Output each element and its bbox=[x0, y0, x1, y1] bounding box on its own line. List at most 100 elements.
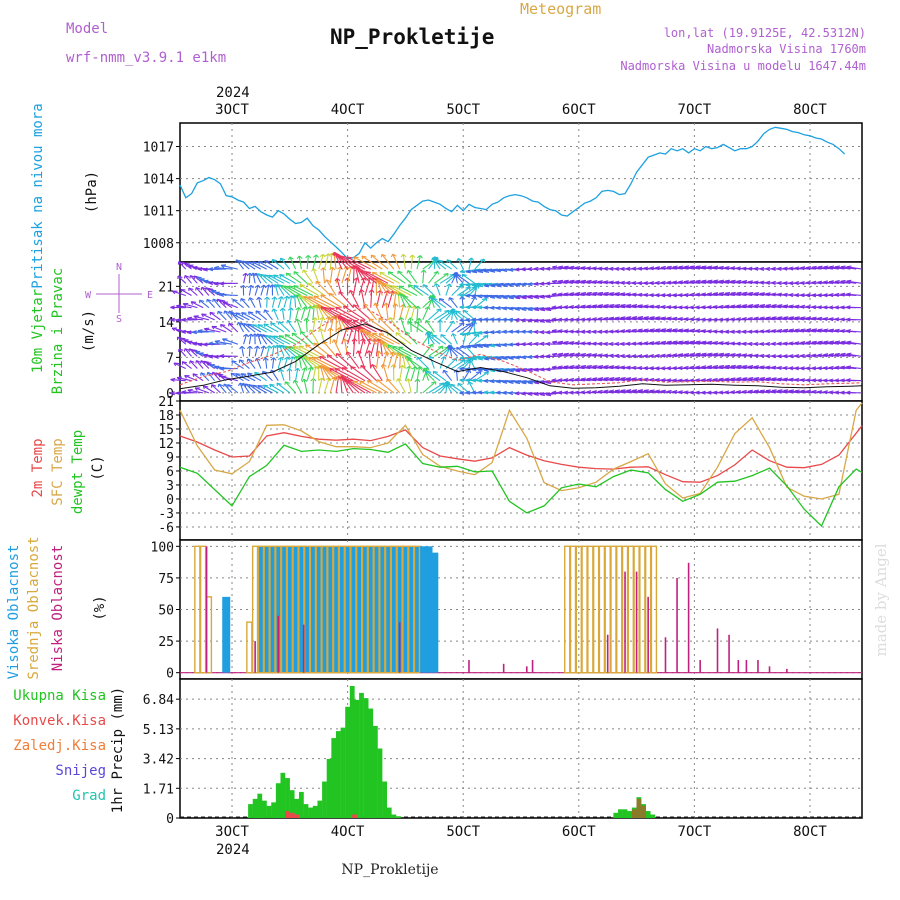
wind-arrow-head bbox=[471, 317, 477, 322]
wind-arrow-head bbox=[508, 379, 514, 385]
watermark: made by Angel bbox=[872, 543, 890, 656]
wind-arrow-head bbox=[597, 304, 604, 309]
wind-arrow-head bbox=[315, 280, 321, 285]
wind-arrow-head bbox=[465, 305, 471, 310]
wind-arrow-head bbox=[701, 279, 707, 284]
ytick-label-temperature: 3 bbox=[166, 479, 174, 494]
precip-total-bar bbox=[340, 727, 346, 818]
wind-arrow-head bbox=[834, 265, 841, 270]
wind-arrow-head bbox=[822, 366, 828, 371]
wind-arrow bbox=[245, 383, 256, 394]
wind-arrow bbox=[192, 373, 204, 382]
wind-arrow bbox=[433, 259, 447, 270]
temp-unit: (C) bbox=[90, 455, 106, 480]
wind-arrow-head bbox=[409, 254, 416, 258]
wind-arrow-head bbox=[563, 352, 569, 357]
wind-arrow bbox=[172, 290, 186, 297]
wind-arrow-head bbox=[840, 328, 846, 333]
wind-arrow-head bbox=[718, 304, 724, 309]
wind-arrow-head bbox=[428, 294, 435, 299]
wind-arrow bbox=[846, 293, 863, 297]
top-year-label: 2024 bbox=[216, 85, 250, 101]
wind-arrow bbox=[381, 254, 395, 270]
wind-arrow-head bbox=[817, 328, 823, 333]
wind-arrow-head bbox=[777, 328, 783, 333]
wind-arrow bbox=[265, 334, 279, 345]
wind-arrow-head bbox=[489, 390, 495, 395]
precip-total-bar bbox=[386, 807, 392, 818]
wind-arrow bbox=[338, 291, 354, 309]
wind-arrow-head bbox=[592, 377, 598, 382]
wind-arrow-head bbox=[527, 295, 533, 300]
wind-arrow bbox=[272, 308, 279, 321]
wind-arrow bbox=[329, 252, 333, 270]
wind-arrow-head bbox=[608, 341, 614, 347]
wind-arrow bbox=[474, 297, 487, 309]
wind-arrow-head bbox=[800, 353, 805, 359]
wind-arrow-head bbox=[292, 379, 299, 384]
wind-arrow-head bbox=[359, 319, 366, 323]
wind-arrow bbox=[343, 305, 366, 321]
ytick-label-pressure: 1014 bbox=[143, 173, 174, 188]
wind-arrow-head bbox=[527, 329, 533, 334]
wind-arrow bbox=[189, 275, 198, 284]
wind-arrow-head bbox=[736, 377, 742, 382]
wind-arrow-head bbox=[229, 312, 236, 316]
wind-arrow bbox=[187, 317, 204, 321]
wind-arrow-head bbox=[450, 333, 457, 337]
ytick-label-precip: 0 bbox=[166, 812, 174, 827]
wind-arrow bbox=[416, 255, 421, 270]
wind-arrow bbox=[435, 283, 441, 296]
wind-arrow bbox=[395, 332, 412, 345]
wind-arrow bbox=[211, 325, 227, 333]
wind-arrow-head bbox=[219, 353, 225, 359]
wind-arrow-head bbox=[649, 366, 654, 371]
wind-arrow-head bbox=[672, 389, 678, 395]
wind-arrow bbox=[389, 317, 401, 333]
wind-arrow bbox=[318, 377, 323, 394]
wind-arrow-head bbox=[187, 340, 193, 345]
precip-total-bar bbox=[294, 798, 300, 818]
wind-arrow-head bbox=[712, 377, 718, 382]
wind-arrow bbox=[295, 368, 299, 381]
wind-arrow-head bbox=[398, 346, 404, 351]
cloud-high-bar bbox=[378, 546, 387, 673]
precip-total-bar bbox=[359, 692, 364, 818]
precip-conv-bar bbox=[285, 811, 290, 818]
wind-arrow bbox=[425, 320, 435, 333]
wind-arrow-head bbox=[331, 339, 338, 343]
wind-arrow-head bbox=[684, 340, 690, 345]
wind-arrow bbox=[401, 294, 412, 308]
wind-arrow bbox=[398, 285, 418, 296]
wind-arrow bbox=[269, 335, 285, 345]
wind-arrow bbox=[423, 369, 435, 382]
wind-arrow bbox=[215, 372, 227, 382]
wind-arrow-head bbox=[777, 304, 783, 309]
wind-arrow bbox=[474, 258, 485, 270]
wind-arrow-head bbox=[666, 293, 672, 298]
wind-arrow bbox=[312, 317, 316, 333]
wind-arrow-head bbox=[368, 318, 374, 322]
wind-arrow bbox=[289, 356, 294, 369]
wind-arrow-head bbox=[489, 343, 496, 348]
wind-arrow-head bbox=[457, 382, 463, 387]
wind-arrow-head bbox=[586, 279, 592, 284]
wind-arrow-head bbox=[489, 317, 495, 322]
wind-arrow-head bbox=[672, 305, 677, 310]
wind-arrow bbox=[456, 346, 470, 357]
wind-arrow-head bbox=[353, 256, 359, 261]
wind-arrow-head bbox=[569, 377, 575, 382]
wind-arrow-head bbox=[273, 335, 279, 340]
cloud-high-bar bbox=[360, 546, 369, 673]
wind-arrow-head bbox=[459, 269, 466, 274]
cloud-high-bar bbox=[297, 546, 306, 673]
wind-arrow bbox=[201, 313, 215, 321]
wind-arrow-head bbox=[817, 293, 822, 298]
wind-arrow-head bbox=[208, 267, 214, 272]
wind-arrow-head bbox=[341, 318, 348, 322]
wind-arrow-head bbox=[631, 280, 637, 286]
wind-arrow-head bbox=[677, 378, 683, 383]
wind-arrow-head bbox=[222, 338, 228, 342]
wind-arrow-head bbox=[724, 352, 730, 357]
info-model-elevation: Nadmorska Visina u modelu 1647.44m bbox=[620, 59, 866, 73]
